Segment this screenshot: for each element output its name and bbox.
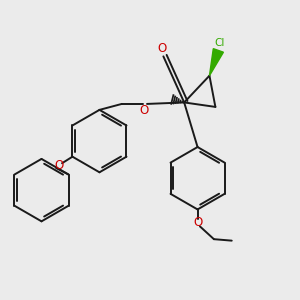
Text: O: O	[140, 104, 149, 117]
Text: O: O	[193, 216, 202, 229]
Text: O: O	[54, 159, 64, 172]
Text: Cl: Cl	[215, 38, 225, 48]
Polygon shape	[209, 49, 224, 76]
Text: O: O	[157, 42, 167, 55]
